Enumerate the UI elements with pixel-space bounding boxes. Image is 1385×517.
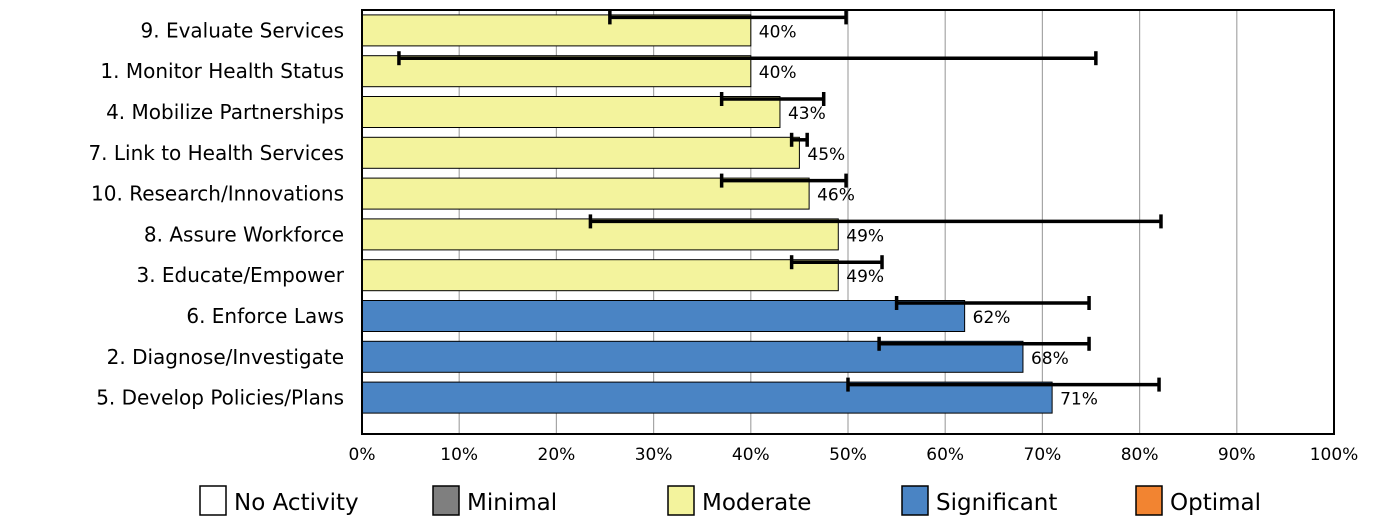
category-label: 7. Link to Health Services: [88, 141, 344, 165]
x-tick-label: 0%: [349, 445, 376, 465]
data-label: 40%: [759, 63, 797, 83]
legend-swatch: [199, 485, 227, 516]
bar: [361, 96, 781, 128]
legend-label: Optimal: [1170, 490, 1261, 516]
legend-swatch: [667, 485, 695, 516]
category-label: 10. Research/Innovations: [91, 182, 344, 206]
axes: [361, 9, 1335, 435]
data-label: 49%: [846, 267, 884, 287]
x-tick-label: 70%: [1024, 445, 1062, 465]
bar: [361, 259, 839, 292]
bars: [361, 14, 1053, 414]
legend-swatch: [901, 485, 929, 516]
x-tick-label: 40%: [732, 445, 770, 465]
category-label: 6. Enforce Laws: [186, 304, 344, 328]
legend-swatch: [1135, 485, 1163, 516]
bar: [361, 300, 966, 332]
x-tick-labels: 0% 10% 20% 30% 40% 50% 60% 70% 80% 90% 100%: [349, 445, 1359, 465]
legend: No Activity Minimal Moderate Significant Opt…: [199, 485, 1261, 516]
legend-swatch: [432, 485, 460, 516]
category-label: 8. Assure Workforce: [144, 222, 344, 246]
bar: [361, 340, 1024, 373]
legend-label: Moderate: [702, 490, 811, 516]
bar: [361, 177, 810, 210]
category-label: 9. Evaluate Services: [141, 18, 345, 42]
x-tick-label: 10%: [440, 445, 478, 465]
category-label: 1. Monitor Health Status: [100, 59, 344, 83]
error-bars: [397, 10, 1163, 392]
legend-label: No Activity: [234, 490, 359, 516]
data-label: 43%: [788, 104, 826, 124]
x-tick-label: 60%: [926, 445, 964, 465]
category-label: 5. Develop Policies/Plans: [96, 386, 344, 410]
x-tick-label: 20%: [538, 445, 576, 465]
bar: [361, 381, 1053, 414]
x-tick-label: 30%: [635, 445, 673, 465]
category-label: 2. Diagnose/Investigate: [107, 345, 344, 369]
legend-label: Significant: [936, 490, 1057, 516]
legend-label: Minimal: [467, 490, 557, 516]
bar: [361, 136, 800, 169]
x-tick-label: 50%: [829, 445, 867, 465]
category-labels: 9. Evaluate Services 1. Monitor Health St…: [88, 18, 344, 409]
data-label: 68%: [1031, 349, 1069, 369]
x-tick-label: 80%: [1121, 445, 1159, 465]
bar: [361, 55, 752, 88]
category-label: 4. Mobilize Partnerships: [106, 100, 344, 124]
plot-border: [361, 9, 1335, 435]
data-label: 46%: [817, 186, 855, 206]
bar: [361, 218, 839, 251]
category-label: 3. Educate/Empower: [136, 263, 344, 287]
x-tick-label: 90%: [1218, 445, 1256, 465]
data-label: 49%: [846, 226, 884, 246]
data-label: 45%: [807, 145, 845, 165]
data-labels: 40% 40% 43% 45% 46% 49% 49% 62% 68% 71%: [759, 22, 1098, 409]
x-tick-label: 100%: [1310, 445, 1359, 465]
data-label: 40%: [759, 22, 797, 42]
data-label: 62%: [973, 308, 1011, 328]
bar: [361, 14, 752, 47]
data-label: 71%: [1060, 390, 1098, 410]
